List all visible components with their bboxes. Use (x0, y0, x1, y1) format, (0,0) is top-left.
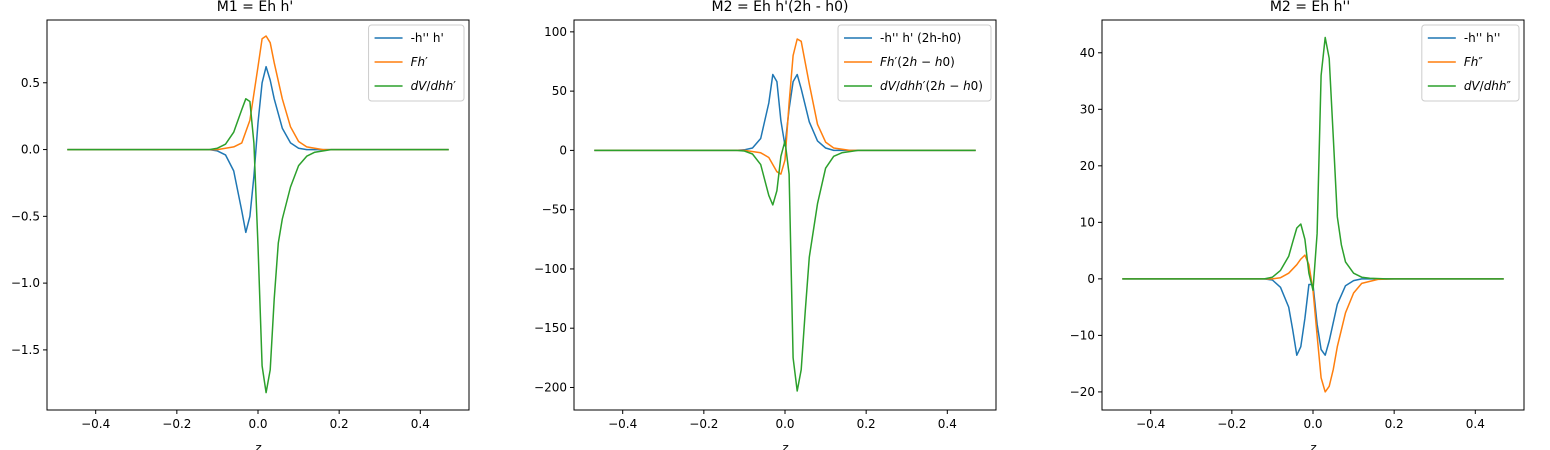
x-tick-label: 0.2 (1385, 417, 1404, 431)
x-tick-label: −0.2 (1217, 417, 1246, 431)
y-tick-label: 50 (552, 84, 567, 98)
y-tick-label: 10 (1080, 215, 1095, 229)
y-tick-label: −10 (1070, 328, 1095, 342)
legend-label-1: Fh″ (1464, 55, 1484, 69)
series-line-1 (1122, 254, 1504, 393)
x-tick-label: −0.4 (81, 417, 110, 431)
y-axis-ticks: 0.5 0.0 −0.5 −1.0 −1.5 (11, 76, 47, 357)
legend-frame (1421, 24, 1520, 102)
legend-label-2: dV/dhh′ (411, 79, 457, 93)
y-tick-label: −1.0 (11, 276, 40, 290)
y-tick-label: 0.0 (21, 143, 40, 157)
y-tick-label: 0 (1087, 272, 1095, 286)
x-axis-label: z (781, 441, 789, 450)
x-axis-ticks: −0.4 −0.2 0.0 0.2 0.4 (81, 410, 430, 431)
x-axis-ticks: −0.4 −0.2 0.0 0.2 0.4 (1136, 410, 1485, 431)
legend-label-2: dV/dhh′(2h − h0) (880, 79, 983, 93)
legend-label-1: Fh′(2h − h0) (880, 55, 955, 69)
series-line-1 (594, 38, 976, 175)
x-tick-label: −0.4 (1136, 417, 1165, 431)
series-line-2 (1122, 36, 1504, 291)
x-tick-label: 0.2 (330, 417, 349, 431)
legend-frame (837, 24, 992, 102)
subplot-m2-hpp: M2 = Eh h'' −0.4 −0.2 0.0 0.2 0.4 40 30 20 10 0 −… (1070, 0, 1525, 450)
legend: -h'' h' (2h-h0) Fh′(2h − h0) dV/dhh′(2h − … (837, 24, 992, 102)
y-tick-label: 0.5 (21, 76, 40, 90)
y-tick-label: −20 (1070, 385, 1095, 399)
y-tick-label: −50 (542, 203, 567, 217)
y-axis-ticks: 100 50 0 −50 −100 −150 −200 (534, 25, 574, 394)
legend: -h'' h'' Fh″ dV/dhh″ (1421, 24, 1520, 102)
y-tick-label: 30 (1080, 102, 1095, 116)
legend: -h'' h' Fh′ dV/dhh′ (368, 24, 465, 102)
legend-frame (368, 24, 465, 102)
x-tick-label: 0.4 (1466, 417, 1485, 431)
y-tick-label: −0.5 (11, 209, 40, 223)
series-lines (1122, 36, 1504, 393)
x-tick-label: 0.0 (775, 417, 794, 431)
legend-label: -h'' h' (411, 31, 444, 45)
x-tick-label: 0.2 (857, 417, 876, 431)
x-tick-label: 0.0 (248, 417, 267, 431)
legend-label: -h'' h' (2h-h0) (880, 31, 961, 45)
series-line-1 (67, 35, 449, 151)
x-tick-label: −0.2 (689, 417, 718, 431)
x-tick-label: 0.4 (411, 417, 430, 431)
plot-title: M2 = Eh h'(2h - h0) (712, 0, 849, 15)
x-axis-label: z (254, 441, 262, 450)
series-line-2 (67, 98, 449, 394)
series-line-0 (67, 65, 449, 234)
series-lines (594, 38, 976, 392)
x-axis-label: z (1309, 441, 1317, 450)
subplot-m1: M1 = Eh h' −0.4 −0.2 0.0 0.2 0.4 0.5 0.0 −0.5 −… (11, 0, 470, 450)
legend-label: -h'' h'' (1464, 31, 1501, 45)
series-lines (67, 35, 449, 394)
x-axis-ticks: −0.4 −0.2 0.0 0.2 0.4 (608, 410, 957, 431)
legend-label-2: dV/dhh″ (1464, 79, 1512, 93)
x-tick-label: 0.4 (938, 417, 957, 431)
y-tick-label: −1.5 (11, 343, 40, 357)
plot-title: M2 = Eh h'' (1270, 0, 1350, 15)
y-tick-label: −200 (534, 380, 567, 394)
y-tick-label: 0 (559, 143, 567, 157)
subplot-m2-2h: M2 = Eh h'(2h - h0) −0.4 −0.2 0.0 0.2 0.4 10… (534, 0, 997, 450)
x-tick-label: −0.4 (608, 417, 637, 431)
y-tick-label: −150 (534, 321, 567, 335)
y-tick-label: 20 (1080, 159, 1095, 173)
x-tick-label: −0.2 (162, 417, 191, 431)
y-axis-ticks: 40 30 20 10 0 −10 −20 (1070, 46, 1102, 399)
series-line-2 (594, 140, 976, 392)
x-tick-label: 0.0 (1303, 417, 1322, 431)
plot-title: M1 = Eh h' (217, 0, 294, 15)
legend-label-1: Fh′ (411, 55, 429, 69)
y-tick-label: −100 (534, 262, 567, 276)
y-tick-label: 40 (1080, 46, 1095, 60)
y-tick-label: 100 (544, 25, 567, 39)
